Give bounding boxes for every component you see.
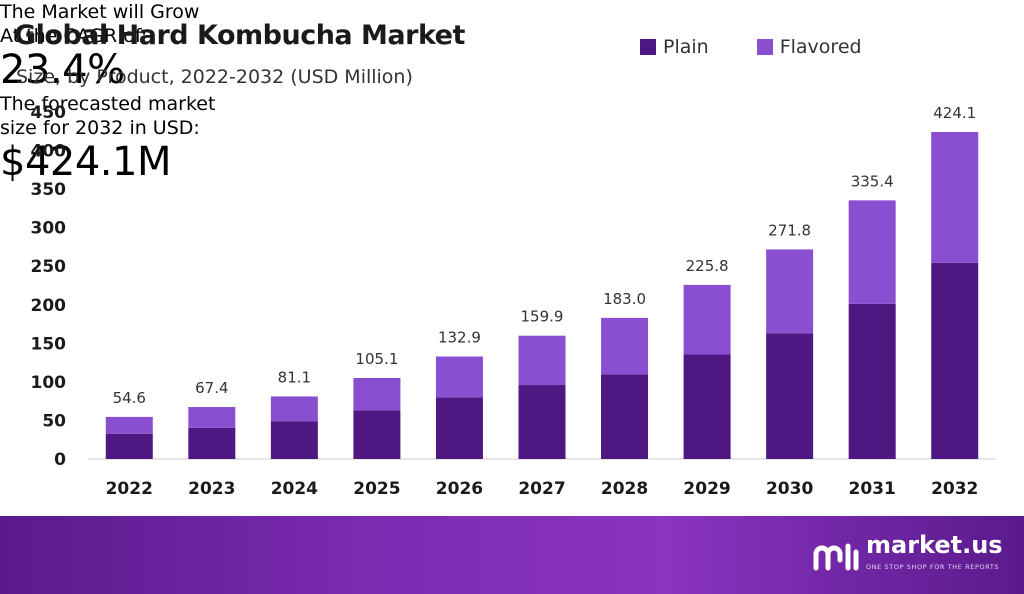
legend-swatch-plain xyxy=(640,39,656,55)
x-tick-label: 2030 xyxy=(766,479,813,499)
bar-segment-flavored xyxy=(353,377,401,411)
x-tick-label: 2024 xyxy=(271,479,318,499)
brand-tagline: ONE STOP SHOP FOR THE REPORTS xyxy=(866,563,1000,571)
cagr-value: 23.4% xyxy=(0,47,125,93)
bar-segment-flavored xyxy=(601,317,649,375)
bar-total-label: 183.0 xyxy=(603,290,646,308)
forecast-value: $424.1M xyxy=(0,139,171,185)
bar-segment-flavored xyxy=(931,131,979,263)
bar-segment-plain xyxy=(601,374,649,459)
legend-label-flavored: Flavored xyxy=(779,36,862,58)
market-us-logo-icon xyxy=(813,543,859,571)
bar-segment-plain xyxy=(931,262,979,459)
summary-banner xyxy=(0,516,1024,594)
y-tick-label: 150 xyxy=(31,334,67,354)
x-tick-label: 2026 xyxy=(436,479,483,499)
bar-segment-flavored xyxy=(766,249,814,334)
chart-legend: Plain Flavored xyxy=(640,36,910,58)
bar-total-label: 271.8 xyxy=(768,221,811,239)
bar-total-label: 105.1 xyxy=(355,350,398,368)
chart-title: Global Hard Kombucha Market xyxy=(14,20,465,51)
bar-segment-flavored xyxy=(105,416,153,434)
y-tick-label: 100 xyxy=(31,373,67,393)
x-tick-label: 2031 xyxy=(849,479,896,499)
y-tick-label: 300 xyxy=(31,219,67,239)
bar-segment-flavored xyxy=(848,200,896,304)
y-tick-label: 0 xyxy=(54,450,66,470)
y-tick-label: 400 xyxy=(31,142,67,162)
bar-segment-flavored xyxy=(188,407,236,428)
bar-segment-plain xyxy=(188,427,236,459)
x-tick-label: 2028 xyxy=(601,479,648,499)
bar-segment-plain xyxy=(518,385,566,459)
bar-segment-flavored xyxy=(435,356,483,398)
x-tick-label: 2029 xyxy=(683,479,730,499)
bar-segment-plain xyxy=(105,433,153,459)
forecast-label-line1: The forecasted market xyxy=(0,93,216,115)
bar-total-label: 159.9 xyxy=(521,308,564,326)
y-tick-label: 350 xyxy=(31,180,67,200)
bar-segment-plain xyxy=(435,397,483,459)
bar-segment-plain xyxy=(353,410,401,459)
x-tick-label: 2027 xyxy=(518,479,565,499)
bar-segment-plain xyxy=(270,421,318,459)
legend-item-flavored: Flavored xyxy=(756,36,862,58)
legend-swatch-flavored xyxy=(756,39,773,55)
y-tick-label: 200 xyxy=(31,296,67,316)
forecast-label-line2: size for 2032 in USD: xyxy=(0,117,200,139)
bar-segment-plain xyxy=(848,303,896,459)
chart-subtitle: Size, by Product, 2022-2032 (USD Million… xyxy=(16,66,413,88)
bar-segment-plain xyxy=(683,354,731,459)
bar-segment-flavored xyxy=(683,284,731,355)
bar-total-label: 225.8 xyxy=(686,257,729,275)
bar-total-label: 424.1 xyxy=(933,104,976,122)
bar-chart: 0 50 100 150 200 250 300 350 400 450 54.6 2022 67.4 2… xyxy=(31,103,996,499)
bar-segment-plain xyxy=(766,333,814,459)
cagr-label-line1: The Market will Grow xyxy=(0,1,200,23)
y-tick-label: 450 xyxy=(31,103,67,123)
bar-total-label: 81.1 xyxy=(278,368,311,386)
x-tick-label: 2023 xyxy=(188,479,235,499)
legend-item-plain: Plain xyxy=(640,36,709,58)
bar-segment-flavored xyxy=(518,335,566,386)
legend-label-plain: Plain xyxy=(663,36,709,58)
x-tick-label: 2025 xyxy=(353,479,400,499)
bar-total-label: 54.6 xyxy=(113,389,146,407)
bar-total-label: 132.9 xyxy=(438,329,481,347)
brand-name: market.us xyxy=(866,531,1003,559)
x-tick-label: 2022 xyxy=(106,479,153,499)
y-tick-label: 50 xyxy=(42,411,66,431)
x-tick-label: 2032 xyxy=(931,479,978,499)
bar-total-label: 67.4 xyxy=(195,379,228,397)
bar-segment-flavored xyxy=(270,396,318,422)
y-tick-label: 250 xyxy=(31,257,67,277)
bar-total-label: 335.4 xyxy=(851,172,894,190)
cagr-label-line2: At the CAGR of: xyxy=(0,25,148,47)
